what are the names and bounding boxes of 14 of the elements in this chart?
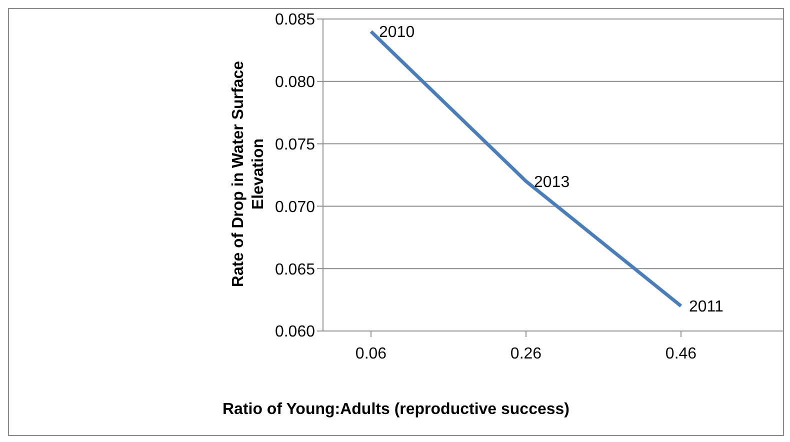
y-axis-title: Rate of Drop in Water Surface Elevation bbox=[229, 60, 268, 290]
y-tick-label: 0.075 bbox=[274, 136, 316, 154]
annotation: 2011 bbox=[689, 298, 724, 316]
x-tick-label: 0.26 bbox=[510, 345, 542, 362]
y-tick-label: 0.065 bbox=[274, 261, 316, 278]
y-tick-label: 0.060 bbox=[274, 324, 316, 341]
x-tick-label: 0.06 bbox=[355, 345, 387, 362]
y-tick-label: 0.080 bbox=[274, 74, 316, 92]
x-axis-title: Ratio of Young:Adults (reproductive success) bbox=[221, 401, 570, 419]
x-tick-label: 0.46 bbox=[665, 345, 697, 362]
y-tick-label: 0.070 bbox=[274, 198, 316, 216]
annotation: 2010 bbox=[379, 24, 415, 42]
y-tick-label: 0.085 bbox=[274, 12, 316, 29]
annotation: 2013 bbox=[534, 174, 570, 191]
